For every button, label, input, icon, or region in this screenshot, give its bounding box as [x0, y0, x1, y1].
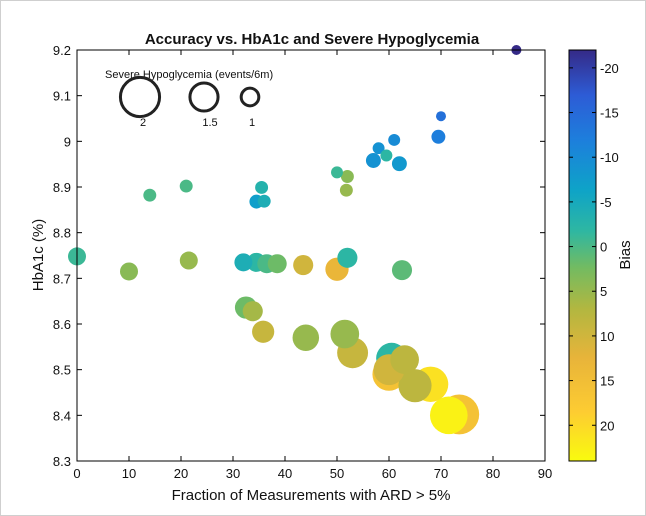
- x-tick-label: 40: [278, 466, 292, 481]
- colorbar-tick-label: 10: [600, 329, 614, 344]
- data-point: [340, 170, 354, 183]
- colorbar-tick-label: -20: [600, 61, 619, 76]
- colorbar-ticks: -20 -15 -10 -5 0 5 10 15 20: [569, 61, 619, 433]
- y-tick-label: 9: [64, 134, 71, 149]
- colorbar-tick-label: 15: [600, 374, 614, 389]
- data-point: [365, 153, 381, 168]
- points-layer: [68, 44, 522, 435]
- size-legend: Severe Hypoglycemia (events/6m) 2 1.5 1: [105, 69, 273, 129]
- y-tick-label: 9.1: [53, 89, 71, 104]
- y-tick-label: 8.5: [53, 363, 71, 378]
- colorbar-tick-label: -10: [600, 150, 619, 165]
- size-legend-label: 2: [140, 117, 146, 129]
- data-point: [292, 324, 320, 351]
- y-tick-label: 8.8: [53, 226, 71, 241]
- size-legend-circle: [188, 81, 220, 113]
- plot-frame: [76, 49, 546, 462]
- data-point: [120, 262, 138, 281]
- y-tick-label: 9.2: [53, 43, 71, 58]
- x-axis-label: Fraction of Measurements with ARD > 5%: [172, 487, 451, 504]
- x-axis: 0 10 20 30 40 50 60 70 80 90: [73, 50, 552, 481]
- data-point: [391, 156, 407, 172]
- data-point: [435, 111, 447, 122]
- colorbar-tick-label: -15: [600, 106, 619, 121]
- data-point: [257, 194, 271, 208]
- data-point: [252, 320, 275, 343]
- data-point: [255, 180, 269, 194]
- y-tick-label: 8.9: [53, 180, 71, 195]
- plot-area: [77, 50, 545, 461]
- x-tick-label: 20: [174, 466, 188, 481]
- x-tick-label: 90: [538, 466, 552, 481]
- x-tick-label: 80: [486, 466, 500, 481]
- data-point: [242, 301, 263, 322]
- data-point: [388, 133, 401, 146]
- x-tick-label: 60: [382, 466, 396, 481]
- y-tick-label: 8.7: [53, 271, 71, 286]
- data-point: [398, 369, 432, 403]
- data-point: [143, 188, 157, 202]
- size-legend-label: 1: [249, 117, 255, 129]
- data-point: [337, 247, 358, 268]
- data-point: [339, 183, 353, 197]
- y-tick-label: 8.3: [53, 454, 71, 469]
- data-point: [429, 396, 468, 435]
- colorbar-tick-label: 20: [600, 418, 614, 433]
- y-axis-label: HbA1c (%): [30, 219, 47, 292]
- data-point: [391, 260, 413, 281]
- colorbar-tick-label: 5: [600, 284, 607, 299]
- x-tick-label: 50: [330, 466, 344, 481]
- colorbar-tick-label: -5: [600, 195, 612, 210]
- x-tick-label: 30: [226, 466, 240, 481]
- chart-title: Accuracy vs. HbA1c and Severe Hypoglycem…: [145, 31, 480, 48]
- data-point: [267, 254, 287, 274]
- y-tick-label: 8.4: [53, 408, 71, 423]
- y-axis: 8.3 8.4 8.5 8.6 8.7 8.8 8.9 9 9.1 9.2: [53, 43, 545, 469]
- colorbar-tick-label: 0: [600, 240, 607, 255]
- size-legend-label: 1.5: [202, 117, 217, 129]
- data-point: [390, 345, 419, 374]
- data-point: [330, 319, 360, 349]
- data-point: [179, 251, 198, 270]
- data-point: [331, 166, 343, 179]
- colorbar: [568, 49, 597, 462]
- data-point: [234, 253, 253, 272]
- x-tick-label: 10: [122, 466, 136, 481]
- data-point: [293, 255, 314, 276]
- size-legend-circle: [118, 75, 162, 119]
- data-point: [380, 149, 393, 162]
- size-legend-circle: [239, 86, 261, 108]
- data-point: [372, 142, 385, 155]
- data-point: [179, 179, 193, 193]
- y-tick-label: 8.6: [53, 317, 71, 332]
- data-point: [431, 129, 446, 144]
- x-tick-label: 70: [434, 466, 448, 481]
- x-tick-label: 0: [73, 466, 80, 481]
- colorbar-label: Bias: [617, 240, 634, 269]
